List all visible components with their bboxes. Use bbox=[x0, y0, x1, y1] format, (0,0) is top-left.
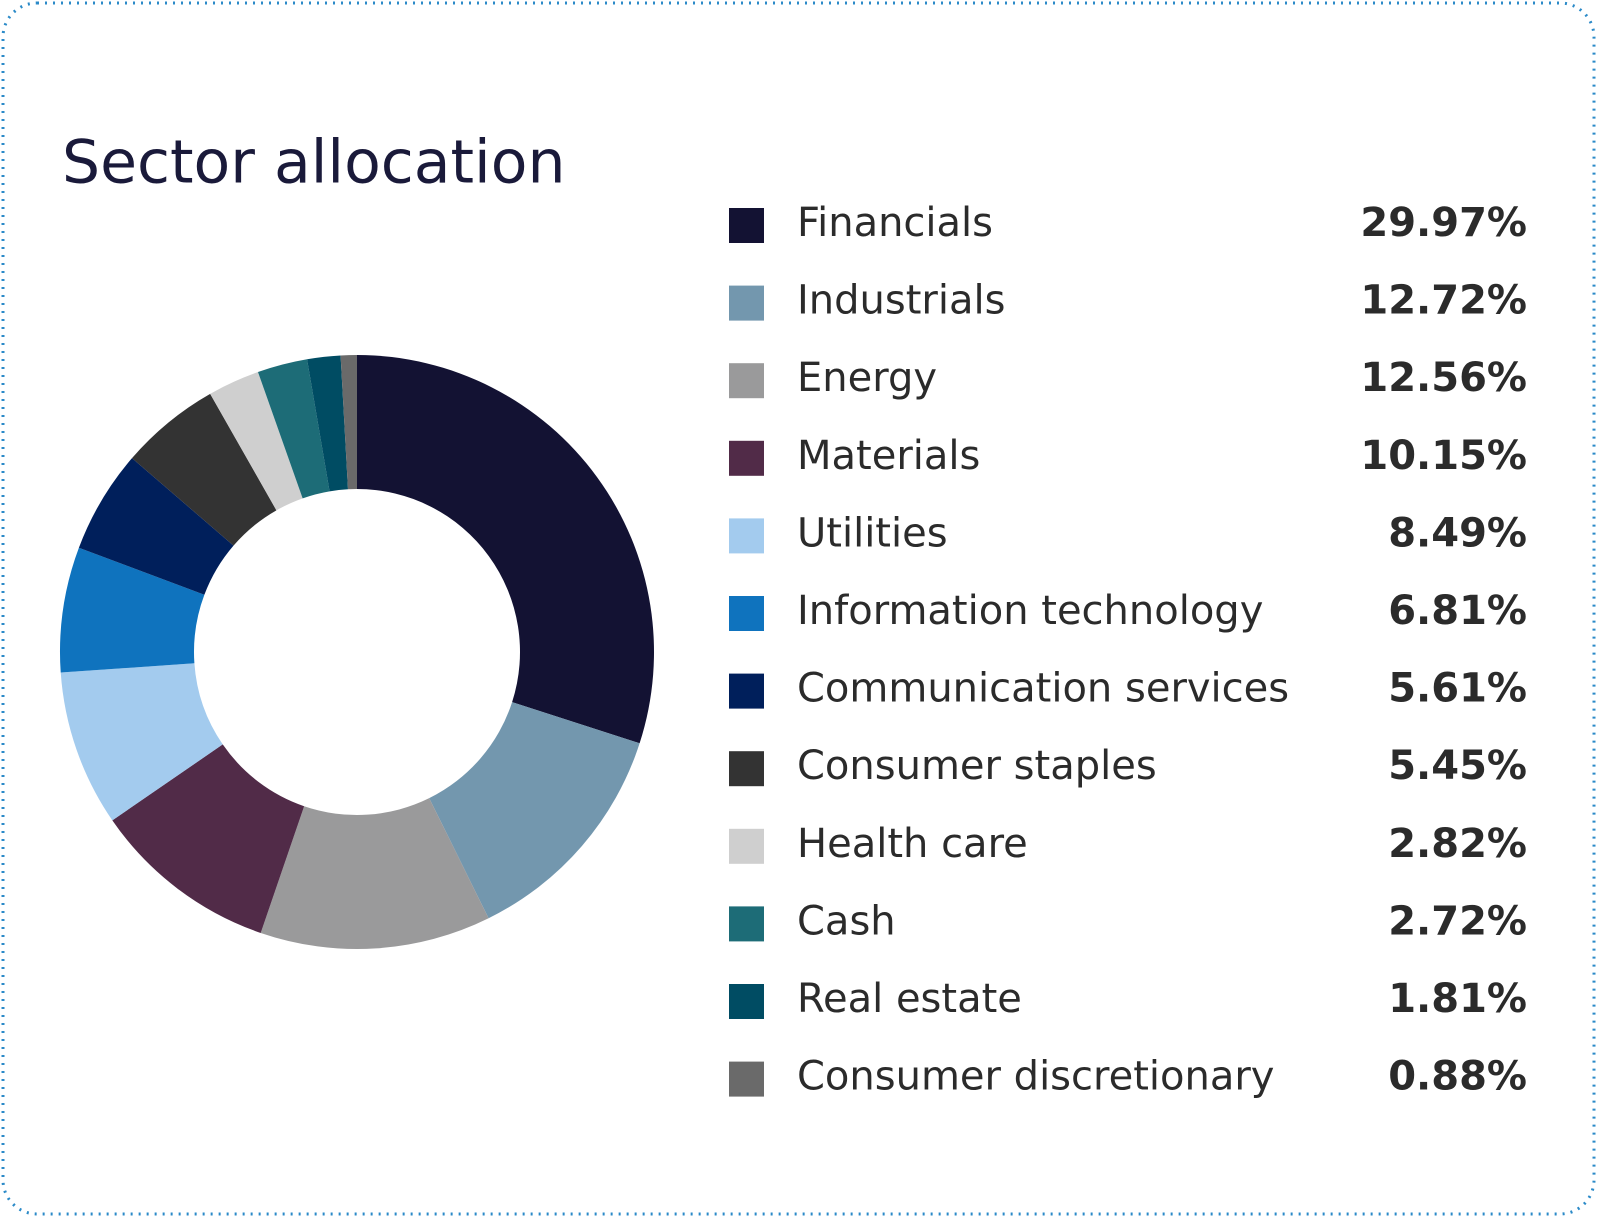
legend-label: Health care bbox=[797, 821, 1028, 867]
donut-slice bbox=[340, 355, 357, 490]
legend-label: Consumer discretionary bbox=[797, 1054, 1274, 1100]
value-label: 10.15% bbox=[1360, 433, 1527, 479]
donut-slice bbox=[260, 798, 489, 949]
legend-label: Materials bbox=[797, 433, 980, 479]
legend-label: Energy bbox=[797, 355, 937, 401]
value-label: 12.72% bbox=[1360, 278, 1527, 324]
value-label: 0.88% bbox=[1388, 1054, 1527, 1100]
legend-swatch bbox=[729, 596, 764, 631]
donut-slice bbox=[429, 702, 640, 919]
legend-label: Consumer staples bbox=[797, 743, 1157, 789]
donut-slice bbox=[78, 458, 234, 595]
legend-swatch bbox=[729, 363, 764, 399]
value-label: 8.49% bbox=[1388, 510, 1527, 556]
donut-slice bbox=[131, 393, 277, 546]
legend-label: Financials bbox=[797, 200, 993, 246]
value-label: 12.56% bbox=[1360, 355, 1527, 401]
legend-swatch bbox=[729, 673, 764, 709]
legend-swatch bbox=[729, 440, 764, 476]
legend-swatch bbox=[729, 285, 764, 321]
donut-slice bbox=[210, 371, 303, 511]
donut-slice bbox=[59, 547, 205, 673]
legend-swatch bbox=[729, 1061, 764, 1097]
legend-label: Information technology bbox=[797, 588, 1263, 634]
chart-title: Sector allocation bbox=[62, 128, 565, 198]
legend-label: Real estate bbox=[797, 976, 1022, 1022]
value-label: 5.45% bbox=[1388, 743, 1527, 789]
value-label: 29.97% bbox=[1360, 200, 1527, 246]
legend-label: Utilities bbox=[797, 510, 948, 556]
legend-swatch bbox=[729, 984, 764, 1019]
legend-swatch bbox=[729, 518, 764, 554]
value-label: 6.81% bbox=[1388, 588, 1527, 634]
value-label: 2.82% bbox=[1388, 821, 1527, 867]
legend-label: Cash bbox=[797, 898, 896, 944]
donut-slice bbox=[307, 355, 348, 492]
value-label: 2.72% bbox=[1388, 898, 1527, 944]
donut-slice bbox=[257, 359, 330, 499]
donut-slice bbox=[357, 355, 654, 744]
legend-label: Industrials bbox=[797, 278, 1005, 324]
value-label: 1.81% bbox=[1388, 976, 1527, 1022]
legend-swatch bbox=[729, 208, 764, 243]
legend-swatch bbox=[729, 751, 764, 787]
donut-slice bbox=[60, 663, 223, 821]
legend-label: Communication services bbox=[797, 666, 1289, 712]
value-label: 5.61% bbox=[1388, 666, 1527, 712]
legend-swatch bbox=[729, 906, 764, 942]
donut-slice bbox=[112, 744, 305, 933]
legend-swatch bbox=[729, 828, 764, 864]
